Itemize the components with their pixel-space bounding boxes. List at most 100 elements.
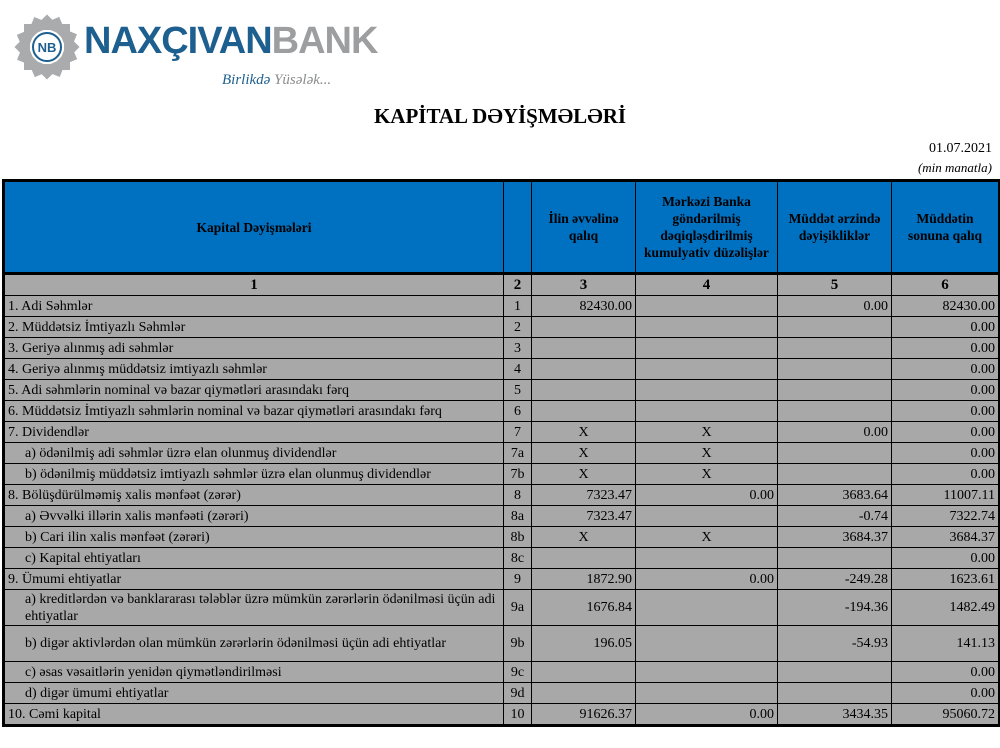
cumulative-adjustments: X bbox=[635, 442, 778, 464]
period-changes: 3684.37 bbox=[777, 526, 892, 548]
table-row: a) ödənilmiş adi səhmlər üzrə elan olunm… bbox=[3, 442, 1000, 464]
row-label: 6. Müddətsiz İmtiyazlı səhmlərin nominal… bbox=[3, 400, 504, 422]
row-label: 3. Geriyə alınmış adi səhmlər bbox=[3, 337, 504, 359]
period-changes bbox=[777, 682, 892, 704]
cumulative-adjustments bbox=[635, 379, 778, 401]
column-header bbox=[503, 180, 532, 274]
row-code: 1 bbox=[503, 295, 532, 317]
closing-balance: 0.00 bbox=[891, 661, 1000, 683]
opening-balance: 1676.84 bbox=[531, 589, 636, 626]
row-label: d) digər ümumi ehtiyatlar bbox=[3, 682, 504, 704]
table-row: 8. Bölüşdürülməmiş xalis mənfəət (zərər)… bbox=[3, 484, 1000, 506]
table-row: 9. Ümumi ehtiyatlar 9 1872.90 0.00 -249.28 16… bbox=[3, 568, 1000, 590]
row-code: 3 bbox=[503, 337, 532, 359]
cumulative-adjustments: X bbox=[635, 526, 778, 548]
period-changes bbox=[777, 379, 892, 401]
cumulative-adjustments bbox=[635, 589, 778, 626]
closing-balance: 0.00 bbox=[891, 442, 1000, 464]
row-code: 9c bbox=[503, 661, 532, 683]
cumulative-adjustments bbox=[635, 316, 778, 338]
closing-balance: 0.00 bbox=[891, 463, 1000, 485]
row-label: 5. Adi səhmlərin nominal və bazar qiymət… bbox=[3, 379, 504, 401]
table-row: 5. Adi səhmlərin nominal və bazar qiymət… bbox=[3, 379, 1000, 401]
cumulative-adjustments bbox=[635, 625, 778, 662]
cumulative-adjustments bbox=[635, 682, 778, 704]
report-date: 01.07.2021 bbox=[929, 141, 992, 156]
period-changes bbox=[777, 400, 892, 422]
column-header: İlin əvvəlinə qalıq bbox=[531, 180, 636, 274]
cumulative-adjustments: 0.00 bbox=[635, 484, 778, 506]
header-row: Kapital Dəyişmələri İlin əvvəlinə qalıq … bbox=[3, 180, 1000, 274]
row-code: 6 bbox=[503, 400, 532, 422]
table-row: d) digər ümumi ehtiyatlar 9d 0.00 bbox=[3, 682, 1000, 704]
row-code: 9d bbox=[503, 682, 532, 704]
row-code: 8b bbox=[503, 526, 532, 548]
opening-balance bbox=[531, 682, 636, 704]
row-code: 8a bbox=[503, 505, 532, 527]
period-changes: 3434.35 bbox=[777, 703, 892, 726]
period-changes: -0.74 bbox=[777, 505, 892, 527]
row-label: 2. Müddətsiz İmtiyazlı Səhmlər bbox=[3, 316, 504, 338]
cumulative-adjustments: 0.00 bbox=[635, 703, 778, 726]
opening-balance: 82430.00 bbox=[531, 295, 636, 317]
row-code: 7 bbox=[503, 421, 532, 443]
column-number: 6 bbox=[891, 272, 1000, 296]
row-label: b) digər aktivlərdən olan mümkün zərərlə… bbox=[3, 625, 504, 662]
table-row: a) Əvvəlki illərin xalis mənfəəti (zərər… bbox=[3, 505, 1000, 527]
svg-text:NB: NB bbox=[38, 40, 57, 55]
column-number: 2 bbox=[503, 272, 532, 296]
row-label: b) Cari ilin xalis mənfəət (zərəri) bbox=[3, 526, 504, 548]
closing-balance: 95060.72 bbox=[891, 703, 1000, 726]
period-changes: -54.93 bbox=[777, 625, 892, 662]
closing-balance: 0.00 bbox=[891, 358, 1000, 380]
period-changes bbox=[777, 316, 892, 338]
period-changes bbox=[777, 358, 892, 380]
closing-balance: 0.00 bbox=[891, 337, 1000, 359]
row-label: c) Kapital ehtiyatları bbox=[3, 547, 504, 569]
table-row: 10. Cəmi kapital 10 91626.37 0.00 3434.35 950… bbox=[3, 703, 1000, 726]
row-label: b) ödənilmiş müddətsiz imtiyazlı səhmlər… bbox=[3, 463, 504, 485]
table-row: a) kreditlərdən və banklararası tələblər… bbox=[3, 589, 1000, 626]
period-changes bbox=[777, 463, 892, 485]
row-code: 2 bbox=[503, 316, 532, 338]
page-title: KAPİTAL DƏYİŞMƏLƏRİ bbox=[373, 104, 627, 128]
opening-balance: 7323.47 bbox=[531, 484, 636, 506]
closing-balance: 1482.49 bbox=[891, 589, 1000, 626]
row-label: 10. Cəmi kapital bbox=[3, 703, 504, 726]
row-label: 7. Dividendlər bbox=[3, 421, 504, 443]
column-header: Müddətin sonuna qalıq bbox=[891, 180, 1000, 274]
table-row: 7. Dividendlər 7 X X 0.00 0.00 bbox=[3, 421, 1000, 443]
period-changes: 3683.64 bbox=[777, 484, 892, 506]
table-row: 4. Geriyə alınmış müddətsiz imtiyazlı sə… bbox=[3, 358, 1000, 380]
table-row: 6. Müddətsiz İmtiyazlı səhmlərin nominal… bbox=[3, 400, 1000, 422]
column-number: 5 bbox=[777, 272, 892, 296]
logo-slogan: Birlikdə Yüsələk... bbox=[222, 72, 331, 89]
closing-balance: 0.00 bbox=[891, 379, 1000, 401]
row-code: 9a bbox=[503, 589, 532, 626]
logo-emblem-icon: NB bbox=[14, 14, 80, 80]
period-changes bbox=[777, 337, 892, 359]
cumulative-adjustments bbox=[635, 547, 778, 569]
opening-balance: 7323.47 bbox=[531, 505, 636, 527]
cumulative-adjustments bbox=[635, 358, 778, 380]
closing-balance: 11007.11 bbox=[891, 484, 1000, 506]
row-code: 7b bbox=[503, 463, 532, 485]
cumulative-adjustments: X bbox=[635, 463, 778, 485]
cumulative-adjustments: X bbox=[635, 421, 778, 443]
opening-balance bbox=[531, 358, 636, 380]
closing-balance: 1623.61 bbox=[891, 568, 1000, 590]
row-code: 8c bbox=[503, 547, 532, 569]
period-changes bbox=[777, 547, 892, 569]
opening-balance bbox=[531, 316, 636, 338]
row-code: 4 bbox=[503, 358, 532, 380]
logo-brand-a: NAXÇIVAN bbox=[84, 20, 273, 62]
opening-balance: 1872.90 bbox=[531, 568, 636, 590]
row-label: 1. Adi Səhmlər bbox=[3, 295, 504, 317]
table-row: 3. Geriyə alınmış adi səhmlər 3 0.00 bbox=[3, 337, 1000, 359]
table-row: b) ödənilmiş müddətsiz imtiyazlı səhmlər… bbox=[3, 463, 1000, 485]
period-changes bbox=[777, 442, 892, 464]
opening-balance bbox=[531, 337, 636, 359]
opening-balance: X bbox=[531, 526, 636, 548]
opening-balance bbox=[531, 661, 636, 683]
column-header: Mərkəzi Banka göndərilmiş dəqiqləşdirilm… bbox=[635, 180, 778, 274]
